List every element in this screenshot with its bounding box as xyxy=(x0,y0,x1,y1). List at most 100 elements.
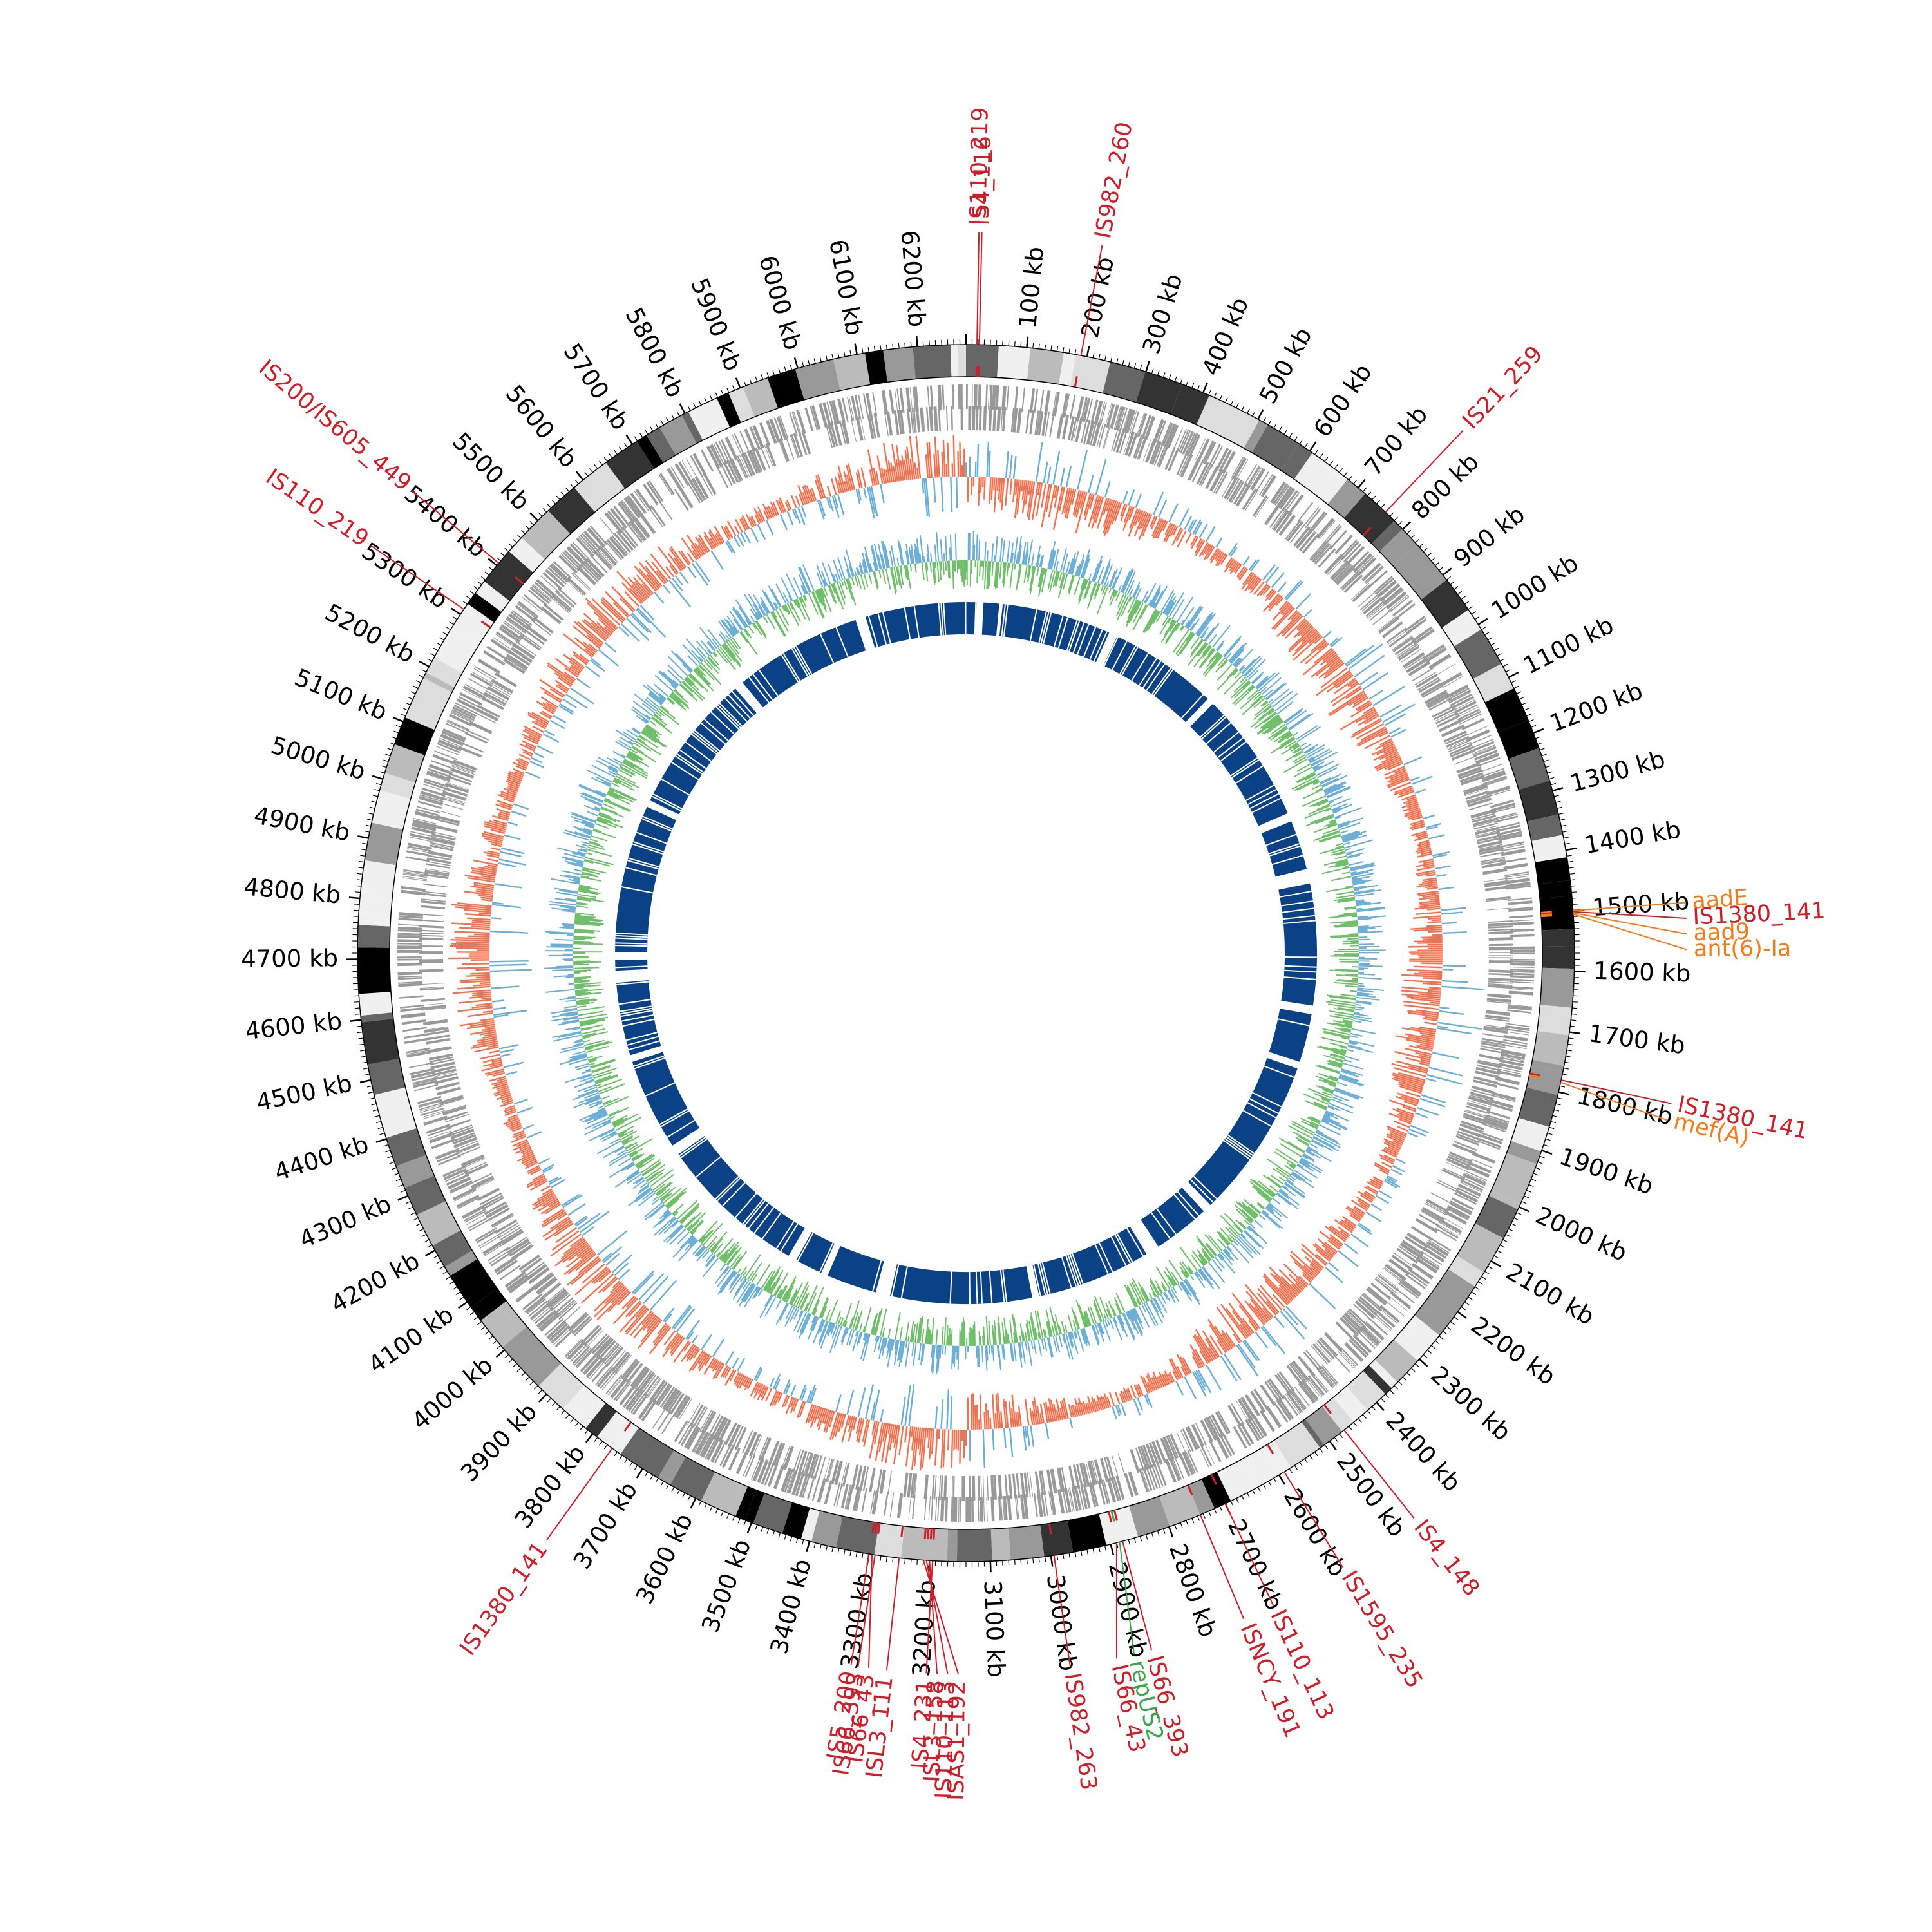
gc-content-bar xyxy=(1238,1235,1257,1255)
gc-skew-bar xyxy=(1435,865,1451,870)
gc-skew-bar xyxy=(1304,1256,1322,1272)
gc-skew-bar xyxy=(564,667,578,678)
gc-skew-bar xyxy=(1244,575,1258,592)
gc-skew-bar xyxy=(1220,554,1228,565)
cds-block xyxy=(421,1005,446,1010)
gc-content-bar xyxy=(1234,658,1243,667)
gc-skew-bar xyxy=(532,1173,544,1181)
gc-skew-bar xyxy=(603,626,613,635)
gc-skew-bar xyxy=(496,808,511,814)
minor-tick xyxy=(898,343,900,348)
gc-skew-bar xyxy=(464,874,495,881)
gc-skew-bar xyxy=(1441,985,1484,990)
cds-block xyxy=(1037,1492,1043,1517)
gc-content-bar xyxy=(1063,573,1068,590)
gc-skew-bar xyxy=(797,507,806,526)
cds-block xyxy=(569,1314,589,1332)
cds-block xyxy=(625,1388,643,1410)
minor-tick xyxy=(433,1255,439,1259)
cds-block xyxy=(1480,1048,1504,1054)
cds-block xyxy=(1029,410,1035,435)
tick-label: 1100 kb xyxy=(1519,611,1618,680)
cds-block xyxy=(1488,957,1513,959)
cds-block xyxy=(1076,1464,1084,1488)
gc-skew-bar xyxy=(738,1375,747,1389)
gc-content-bar xyxy=(1352,915,1358,918)
gc-skew-bar xyxy=(1403,1100,1418,1107)
gc-skew-bar xyxy=(1233,562,1241,573)
gc-skew-bar xyxy=(493,1081,507,1087)
gc-skew-bar xyxy=(1407,812,1422,819)
gc-skew-bar xyxy=(786,511,794,526)
cds-block xyxy=(1034,410,1039,435)
cds-block xyxy=(1366,1288,1387,1306)
minor-tick xyxy=(410,691,416,694)
cds-block xyxy=(833,421,842,446)
gc-content-bar xyxy=(1332,804,1353,813)
cds-block xyxy=(1477,757,1501,767)
cds-block xyxy=(846,1484,854,1510)
gc-skew-bar xyxy=(1032,1400,1037,1425)
cds-block xyxy=(1236,1424,1251,1446)
tick-label: 300 kb xyxy=(1137,270,1188,357)
minor-tick xyxy=(1151,1532,1154,1538)
cds-block xyxy=(1375,1309,1396,1328)
gc-content-bar xyxy=(1312,766,1319,770)
gc-skew-bar xyxy=(565,693,588,709)
gc-skew-bar xyxy=(459,1019,495,1027)
cds-block xyxy=(687,481,701,504)
gc-content-bar xyxy=(1202,1265,1220,1289)
cds-block xyxy=(1094,1459,1103,1484)
minor-tick xyxy=(391,1167,397,1170)
cds-block xyxy=(1324,554,1343,574)
cds-block xyxy=(1454,1192,1477,1205)
cds-block xyxy=(1499,841,1524,848)
cds-block xyxy=(1056,413,1064,439)
cds-block xyxy=(1372,1314,1392,1331)
gc-skew-bar xyxy=(463,891,493,896)
gc-content-bar xyxy=(1078,578,1086,601)
cds-block xyxy=(571,1316,591,1335)
gc-content-bar xyxy=(1347,1048,1354,1052)
gc-content-bar xyxy=(1195,613,1211,635)
cds-block xyxy=(772,1442,783,1466)
gc-content-bar xyxy=(1302,1154,1315,1162)
gc-skew-bar xyxy=(1249,578,1262,594)
gc-skew-bar xyxy=(593,1269,611,1285)
gc-skew-bar xyxy=(1341,1215,1358,1227)
cds-block xyxy=(674,1420,688,1443)
cds-block xyxy=(576,537,595,558)
cds-block xyxy=(1389,596,1410,612)
ideogram-band xyxy=(468,592,502,623)
cds-block xyxy=(477,1188,500,1202)
gc-skew-bar xyxy=(657,546,679,574)
gc-skew-bar xyxy=(815,475,824,499)
gc-content-bar xyxy=(1215,639,1225,651)
gc-content-bar xyxy=(1168,1259,1184,1282)
ideogram-band xyxy=(452,603,495,644)
cds-block xyxy=(766,419,777,444)
gc-skew-bar xyxy=(667,553,682,572)
gc-content-bar xyxy=(1023,555,1026,565)
gc-content-bar xyxy=(1222,1249,1232,1260)
cds-block xyxy=(634,491,649,511)
gc-skew-bar xyxy=(1168,503,1179,523)
minor-tick xyxy=(808,359,810,365)
cds-block xyxy=(403,871,428,876)
gc-content-bar xyxy=(1301,1157,1323,1171)
minor-tick xyxy=(650,426,654,431)
gc-skew-bar xyxy=(457,1007,493,1012)
gc-skew-bar xyxy=(1406,803,1419,809)
gc-content-bar xyxy=(1279,738,1296,750)
gc-skew-bar xyxy=(1003,1399,1007,1428)
cds-block xyxy=(922,407,925,432)
gc-content-bar xyxy=(1270,727,1289,741)
cds-block xyxy=(1486,998,1511,1003)
gc-content-bar xyxy=(1345,1056,1359,1061)
cds-block xyxy=(1316,1368,1334,1388)
gc-skew-bar xyxy=(1419,896,1439,900)
gc-skew-bar xyxy=(1302,1274,1311,1283)
tick-label: 5500 kb xyxy=(447,427,535,515)
gc-skew-bar xyxy=(634,565,657,592)
gc-content-bar xyxy=(1154,585,1168,609)
